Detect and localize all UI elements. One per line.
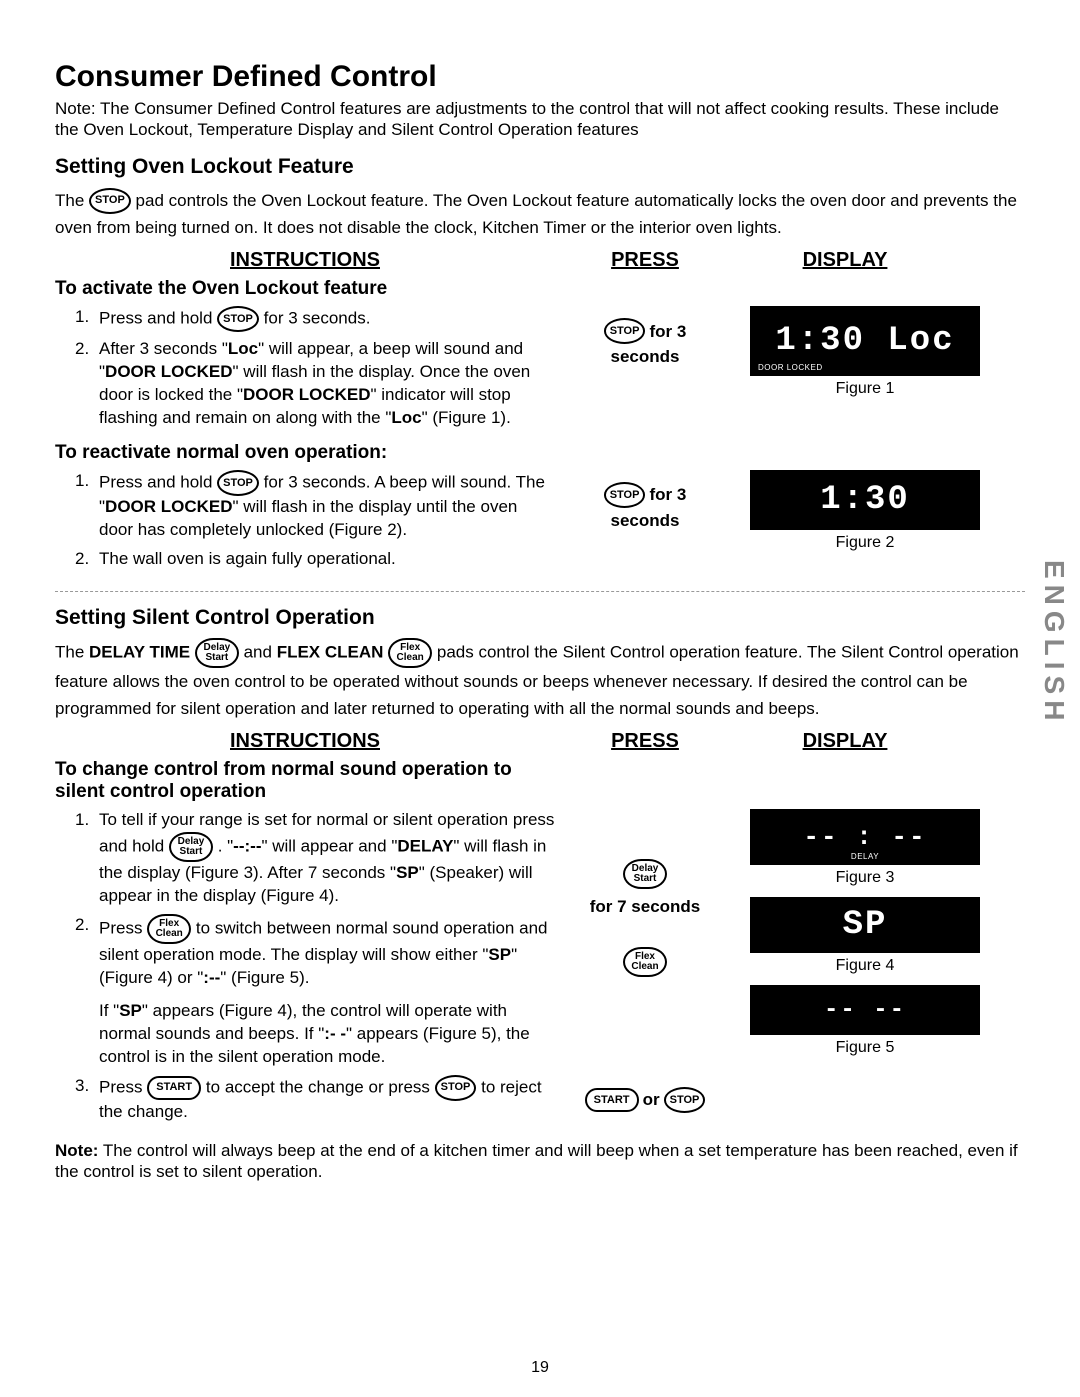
reactivate-steps: 1. Press and hold STOP for 3 seconds. A … [55, 470, 555, 571]
delay-start-pad-icon: DelayStart [169, 832, 213, 862]
column-headers-2: INSTRUCTIONS PRESS DISPLAY [55, 730, 1025, 753]
press-flex-clean: FlexClean [555, 947, 735, 977]
list-item: 3. Press START to accept the change or p… [75, 1075, 555, 1124]
section1-heading: Setting Oven Lockout Feature [55, 155, 1025, 179]
start-pad-icon: START [147, 1076, 201, 1100]
column-headers-1: INSTRUCTIONS PRESS DISPLAY [55, 249, 1025, 272]
list-item: 1. To tell if your range is set for norm… [75, 809, 555, 908]
stop-pad-icon: STOP [435, 1075, 477, 1101]
press-instruction-1: STOP for 3 seconds [555, 316, 735, 370]
section2-intro: The DELAY TIME DelayStart and FLEX CLEAN… [55, 638, 1025, 722]
reactivate-heading: To reactivate normal oven operation: [55, 442, 1025, 464]
figure-1-label: Figure 1 [735, 380, 995, 398]
display-figure-3: -- : -- DELAY [750, 809, 980, 865]
intro-note: Note: The Consumer Defined Control featu… [55, 98, 1025, 141]
figure-4-label: Figure 4 [735, 957, 995, 975]
stop-pad-icon: STOP [604, 318, 646, 344]
silent-steps: 1. To tell if your range is set for norm… [55, 809, 555, 1123]
display-figure-1: 1:30 Loc DOOR LOCKED [750, 306, 980, 376]
press-start-or-stop: START or STOP [585, 1087, 706, 1113]
col-press: PRESS [555, 730, 735, 753]
flex-clean-pad-icon: FlexClean [388, 638, 432, 668]
col-instructions: INSTRUCTIONS [55, 730, 555, 753]
stop-pad-icon: STOP [217, 306, 259, 332]
figure-5-label: Figure 5 [735, 1039, 995, 1057]
list-item: 2. The wall oven is again fully operatio… [75, 548, 555, 571]
stop-pad-icon: STOP [604, 482, 646, 508]
flex-clean-pad-icon: FlexClean [147, 914, 191, 944]
stop-pad-icon: STOP [217, 470, 259, 496]
display-figure-5: -- -- [750, 985, 980, 1035]
activate-steps: 1. Press and hold STOP for 3 seconds. 2.… [55, 306, 555, 430]
activate-heading: To activate the Oven Lockout feature [55, 278, 1025, 300]
delay-start-pad-icon: DelayStart [623, 859, 667, 889]
section1-intro: The STOP pad controls the Oven Lockout f… [55, 187, 1025, 242]
list-item: 2. After 3 seconds "Loc" will appear, a … [75, 338, 555, 430]
flex-clean-pad-icon: FlexClean [623, 947, 667, 977]
silent-sub-heading: To change control from normal sound oper… [55, 759, 555, 803]
language-tab: ENGLISH [1038, 560, 1070, 726]
start-pad-icon: START [585, 1088, 639, 1112]
display-figure-4: SP [750, 897, 980, 953]
stop-pad-icon: STOP [89, 188, 131, 214]
stop-pad-icon: STOP [664, 1087, 706, 1113]
col-display: DISPLAY [735, 249, 955, 272]
display-figure-2: 1:30 [750, 470, 980, 530]
list-item: 1. Press and hold STOP for 3 seconds. [75, 306, 555, 332]
col-press: PRESS [555, 249, 735, 272]
page-number: 19 [0, 1359, 1080, 1377]
delay-start-pad-icon: DelayStart [195, 638, 239, 668]
footer-note: Note: The control will always beep at th… [55, 1140, 1025, 1183]
section-divider [55, 591, 1025, 592]
page-title: Consumer Defined Control [55, 60, 1025, 94]
press-delay-start: DelayStart [555, 859, 735, 889]
press-for-7: for 7 seconds [555, 897, 735, 917]
figure-2-label: Figure 2 [735, 534, 995, 552]
figure-3-label: Figure 3 [735, 869, 995, 887]
list-item: 1. Press and hold STOP for 3 seconds. A … [75, 470, 555, 542]
section2-heading: Setting Silent Control Operation [55, 606, 1025, 630]
press-instruction-2: STOP for 3 seconds [555, 480, 735, 534]
col-display: DISPLAY [735, 730, 955, 753]
col-instructions: INSTRUCTIONS [55, 249, 555, 272]
list-item: 2. Press FlexClean to switch between nor… [75, 914, 555, 1069]
